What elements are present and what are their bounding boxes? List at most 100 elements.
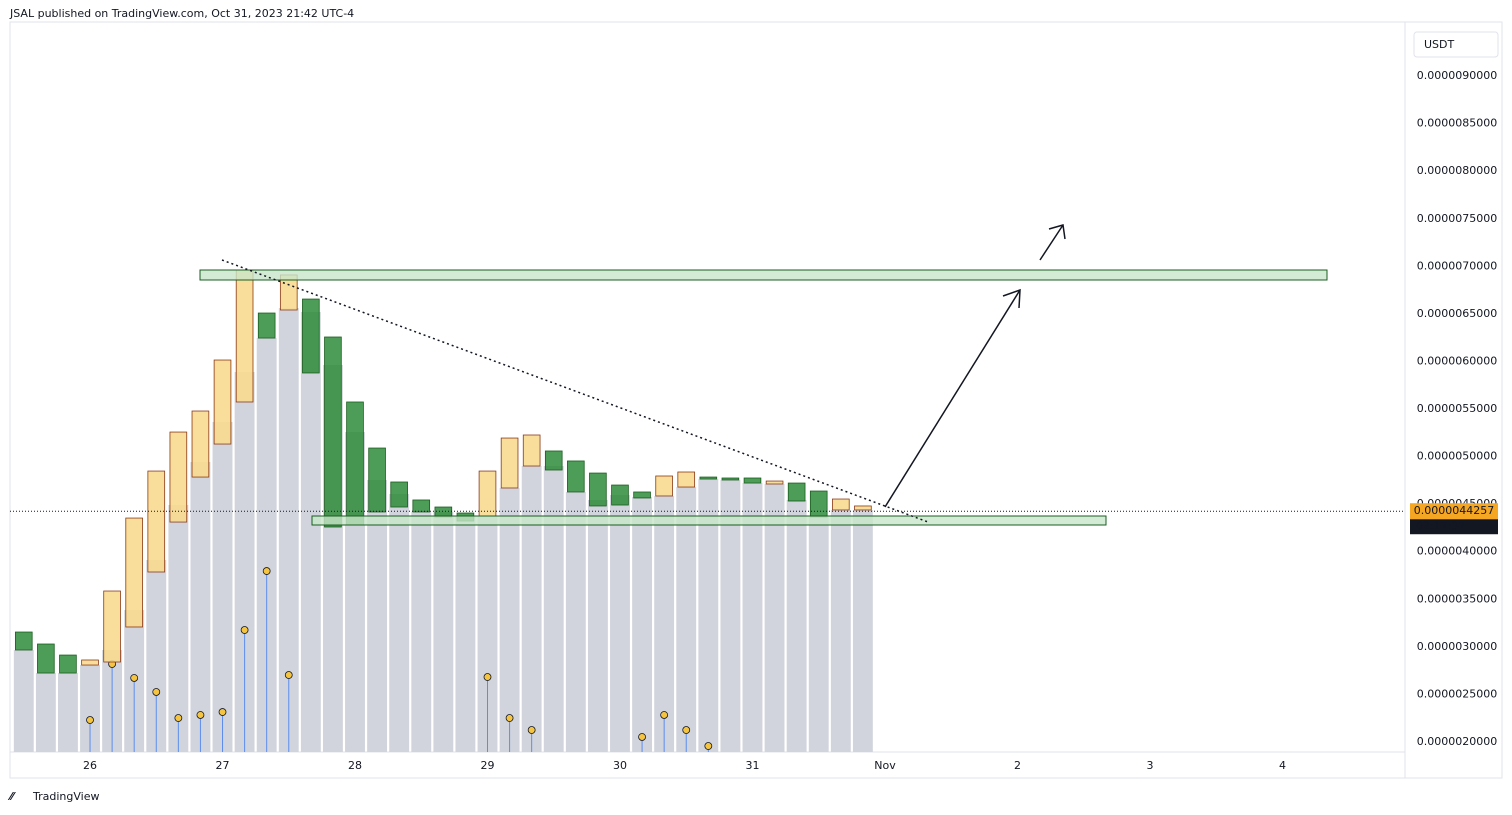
y-tick-label: 0.0000055000 (1417, 402, 1497, 415)
candle-down (346, 401, 364, 526)
y-tick-label: 0.0000060000 (1417, 354, 1497, 367)
y-tick-label: 0.0000025000 (1417, 687, 1497, 700)
y-tick-label: 0.0000070000 (1417, 259, 1497, 272)
candle-down (699, 476, 718, 480)
publish-header: JSAL published on TradingView.com, Oct 3… (9, 7, 354, 20)
marker-dot (152, 688, 161, 696)
marker-dot (638, 733, 646, 741)
marker-dot (284, 671, 293, 679)
candle-up (169, 431, 188, 523)
candle-down (390, 481, 408, 508)
candle-up (655, 475, 673, 497)
candle-up (854, 505, 872, 511)
y-tick-label: 0.0000035000 (1417, 592, 1497, 605)
footer-brand: TradingView (32, 790, 99, 803)
base-column (411, 511, 432, 752)
y-tick-label: 0.0000065000 (1417, 307, 1497, 320)
marker-dot (218, 708, 227, 716)
base-column (764, 483, 785, 752)
candle-up (522, 434, 541, 467)
base-column (521, 466, 542, 752)
y-tick-label: 0.0000030000 (1417, 640, 1497, 653)
base-column (786, 499, 807, 752)
x-tick-label: 29 (480, 759, 494, 772)
arrow-line (884, 289, 1021, 508)
base-column (256, 338, 277, 752)
x-tick-label: 27 (216, 759, 230, 772)
candle-up (213, 359, 232, 445)
y-tick-label: 0.0000040000 (1417, 545, 1497, 558)
candle-down (721, 477, 740, 481)
x-tick-label: 31 (745, 759, 759, 772)
candle-down (302, 298, 320, 374)
marker-dot (483, 673, 492, 681)
base-column (57, 673, 78, 752)
candle-up (765, 480, 784, 485)
x-tick-label: 2 (1014, 759, 1021, 772)
candle-down (611, 484, 629, 506)
marker-dot (240, 626, 249, 634)
base-column (190, 462, 211, 752)
base-column (455, 516, 476, 752)
marker-dot (130, 674, 139, 682)
base-column (35, 673, 56, 752)
y-tick-label: 0.0000085000 (1417, 117, 1497, 130)
candle-up (832, 498, 850, 511)
candle-up (191, 410, 210, 478)
base-column (212, 421, 233, 752)
candle-down (368, 447, 386, 513)
marker-dot (505, 714, 514, 722)
x-tick-label: 26 (83, 759, 97, 772)
candle-down (37, 643, 55, 674)
base-column (742, 483, 763, 752)
arrow-head (1048, 224, 1066, 240)
x-tick-label: Nov (874, 759, 896, 772)
last-price-label: 0.0000044257 (1414, 504, 1494, 517)
base-column (632, 497, 653, 752)
candle-down (257, 312, 276, 339)
currency-button[interactable] (1413, 31, 1499, 58)
base-column (477, 516, 498, 752)
candle-down (743, 477, 762, 484)
base-column (676, 487, 697, 752)
base-column (565, 491, 586, 752)
candle-up (147, 470, 166, 573)
candle-down (14, 631, 33, 651)
x-tick-label: 4 (1279, 759, 1286, 772)
marker-dot (174, 714, 183, 722)
candle-down (544, 450, 563, 471)
countdown-tag (1410, 519, 1498, 535)
base-column (13, 650, 34, 752)
trend-line (221, 259, 929, 523)
y-tick-label: 0.0000020000 (1417, 735, 1497, 748)
candle-down (59, 654, 77, 674)
base-column (808, 517, 829, 752)
candle-up (500, 437, 519, 489)
base-column (80, 665, 100, 752)
candle-down (567, 460, 585, 493)
base-column (433, 511, 454, 752)
base-column (389, 493, 410, 752)
marker-dot (262, 567, 271, 575)
base-column (300, 311, 321, 752)
y-tick-label: 0.0000090000 (1417, 69, 1497, 82)
support-zone (311, 515, 1107, 526)
base-column (168, 505, 189, 752)
countdown-label: 02:17:37 (1416, 520, 1465, 533)
base-column (234, 372, 255, 752)
candle-down (787, 482, 806, 502)
x-tick-label: 28 (348, 759, 362, 772)
last-price-tag (1410, 503, 1498, 520)
plot-area (10, 269, 1405, 752)
base-column (146, 560, 167, 752)
y-tick-label: 0.0000080000 (1417, 164, 1497, 177)
marker-dot (660, 711, 669, 719)
candle-down (633, 491, 651, 499)
base-column (499, 487, 520, 752)
resistance-zone (199, 269, 1328, 281)
y-tick-label: 0.0000075000 (1417, 212, 1497, 225)
arrow-line (1039, 224, 1064, 261)
base-column (830, 509, 851, 752)
candle-up (81, 659, 99, 666)
